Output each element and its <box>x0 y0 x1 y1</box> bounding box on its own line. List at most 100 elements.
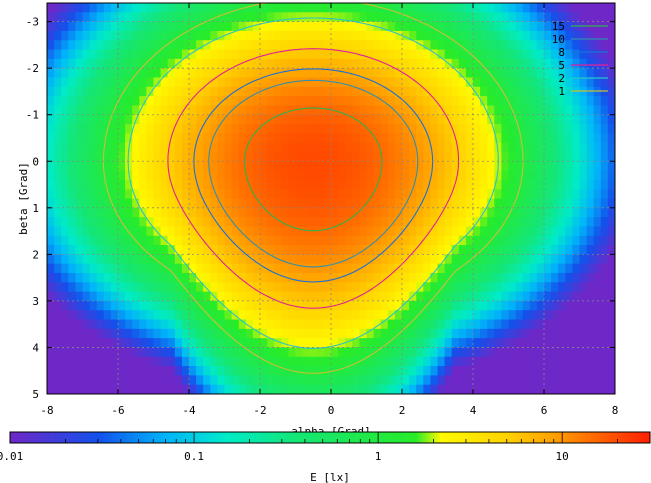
heatmap-cell <box>167 114 176 125</box>
heatmap-cell <box>473 189 481 200</box>
heatmap-cell <box>281 12 289 23</box>
heatmap-cell <box>586 356 595 367</box>
heatmap-cell <box>586 161 595 172</box>
heatmap-cell <box>210 207 218 218</box>
heatmap-cell <box>451 170 460 181</box>
heatmap-cell <box>402 68 410 79</box>
heatmap-cell <box>536 384 545 394</box>
heatmap-cell <box>359 291 368 302</box>
heatmap-cell <box>316 114 325 125</box>
heatmap-cell <box>238 226 247 237</box>
heatmap-cell <box>118 105 126 116</box>
heatmap-cell <box>323 161 332 172</box>
heatmap-cell <box>309 300 318 311</box>
heatmap-cell <box>416 161 424 172</box>
heatmap-cell <box>387 179 396 190</box>
heatmap-cell <box>295 114 304 125</box>
heatmap-cell <box>458 282 467 293</box>
heatmap-cell <box>288 170 297 181</box>
heatmap-cell <box>288 40 297 51</box>
heatmap-cell <box>274 347 282 358</box>
heatmap-cell <box>551 105 559 116</box>
heatmap-cell <box>125 291 133 302</box>
heatmap-cell <box>394 151 403 162</box>
heatmap-cell <box>196 68 204 79</box>
heatmap-cell <box>231 319 240 330</box>
heatmap-cell <box>487 310 495 321</box>
heatmap-cell <box>47 272 55 283</box>
heatmap-cell <box>352 235 360 246</box>
heatmap-cell <box>224 235 233 246</box>
heatmap-cell <box>565 347 573 358</box>
heatmap-cell <box>75 375 84 386</box>
heatmap-cell <box>167 198 176 209</box>
heatmap-cell <box>260 142 268 153</box>
heatmap-cell <box>345 49 353 60</box>
heatmap-cell <box>181 235 190 246</box>
heatmap-cell <box>423 310 431 321</box>
heatmap-cell <box>593 347 602 358</box>
heatmap-cell <box>487 30 495 41</box>
colorbar-cell <box>182 432 186 443</box>
heatmap-cell <box>274 49 282 60</box>
heatmap-cell <box>96 114 105 125</box>
heatmap-cell <box>437 347 446 358</box>
heatmap-cell <box>352 49 360 60</box>
heatmap-cell <box>579 3 588 13</box>
heatmap-cell <box>437 170 446 181</box>
heatmap-field <box>47 3 615 394</box>
heatmap-cell <box>302 114 311 125</box>
heatmap-cell <box>231 170 240 181</box>
heatmap-cell <box>167 12 176 23</box>
heatmap-cell <box>451 3 460 13</box>
colorbar-cell <box>467 432 471 443</box>
heatmap-cell <box>529 170 538 181</box>
heatmap-cell <box>118 310 126 321</box>
heatmap-cell <box>217 179 226 190</box>
heatmap-cell <box>203 272 211 283</box>
heatmap-cell <box>331 254 339 265</box>
heatmap-cell <box>444 245 453 255</box>
heatmap-cell <box>465 347 474 358</box>
heatmap-cell <box>345 310 353 321</box>
heatmap-cell <box>394 356 403 367</box>
heatmap-cell <box>238 300 247 311</box>
heatmap-cell <box>174 245 183 255</box>
heatmap-cell <box>529 217 538 228</box>
heatmap-cell <box>345 366 353 376</box>
heatmap-cell <box>480 254 488 265</box>
heatmap-cell <box>423 245 431 255</box>
heatmap-cell <box>572 68 581 79</box>
heatmap-cell <box>196 263 204 274</box>
heatmap-cell <box>295 226 304 237</box>
heatmap-cell <box>416 198 424 209</box>
heatmap-cell <box>593 217 602 228</box>
heatmap-cell <box>515 21 524 32</box>
heatmap-cell <box>451 179 460 190</box>
colorbar-cell <box>35 432 38 443</box>
heatmap-cell <box>451 198 460 209</box>
heatmap-cell <box>196 366 204 376</box>
colorbar-cell <box>462 432 466 443</box>
heatmap-cell <box>572 179 581 190</box>
heatmap-cell <box>508 133 517 144</box>
heatmap-cell <box>68 356 76 367</box>
heatmap-cell <box>586 96 595 107</box>
heatmap-cell <box>118 77 126 88</box>
heatmap-cell <box>501 96 510 107</box>
heatmap-cell <box>380 310 389 321</box>
heatmap-cell <box>281 235 289 246</box>
heatmap-cell <box>331 49 339 60</box>
heatmap-cell <box>607 3 615 13</box>
heatmap-cell <box>465 356 474 367</box>
heatmap-cell <box>402 3 410 13</box>
colorbar-cell <box>537 432 541 443</box>
heatmap-cell <box>309 328 318 339</box>
heatmap-cell <box>189 319 197 330</box>
heatmap-cell <box>359 179 368 190</box>
heatmap-cell <box>565 226 573 237</box>
heatmap-cell <box>416 86 424 97</box>
colorbar-tick-label: 10 <box>556 450 569 463</box>
heatmap-cell <box>522 291 531 302</box>
heatmap-cell <box>338 12 346 23</box>
